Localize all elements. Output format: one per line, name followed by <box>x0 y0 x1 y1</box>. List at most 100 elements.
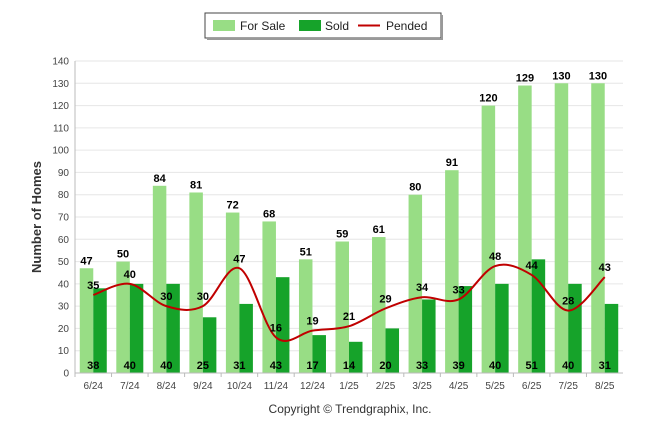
bar-sold-5-25 <box>495 283 509 373</box>
x-tick-label-11-24: 11/24 <box>264 381 289 392</box>
x-tick-label-1-25: 1/25 <box>339 381 359 392</box>
label-sold-12-24: 17 <box>306 360 318 372</box>
y-tick-label-20: 20 <box>58 324 70 335</box>
copyright-footer: Copyright © Trendgraphix, Inc. <box>269 402 432 416</box>
bar-for-sale-1-25 <box>335 241 349 373</box>
y-tick-label-110: 110 <box>53 123 69 134</box>
label-for-sale-6-24: 47 <box>80 255 92 267</box>
label-pended-9-24: 30 <box>197 291 209 303</box>
bar-for-sale-7-25 <box>554 83 569 374</box>
y-axis: 0 10 20 30 40 50 60 70 80 90 100 110 120 130 140 <box>52 57 76 380</box>
y-tick-label-120: 120 <box>52 101 69 112</box>
x-tick-label-5-25: 5/25 <box>485 381 505 392</box>
x-axis: 6/24 7/24 8/24 9/24 10/24 11/24 12/24 1/25 2/25 3… <box>74 372 623 392</box>
legend-label-sold: Sold <box>325 19 349 33</box>
bar-for-sale-6-24 <box>79 268 94 373</box>
y-tick-label-130: 130 <box>52 79 69 90</box>
label-sold-3-25: 33 <box>416 360 428 372</box>
bar-for-sale-9-24 <box>189 192 203 373</box>
label-pended-7-25: 28 <box>562 296 574 308</box>
x-tick-label-6-25: 6/25 <box>522 381 542 392</box>
label-for-sale-2-25: 61 <box>373 224 385 236</box>
bar-for-sale-8-25 <box>591 83 605 374</box>
label-for-sale-7-25: 130 <box>552 70 570 82</box>
label-pended-3-25: 34 <box>416 282 429 294</box>
legend-shadow <box>441 15 443 40</box>
bar-for-sale-5-25 <box>481 105 496 374</box>
label-sold-9-24: 25 <box>197 360 209 372</box>
label-sold-5-25: 40 <box>489 360 501 372</box>
label-sold-6-25: 51 <box>526 360 538 372</box>
y-tick-label-60: 60 <box>58 235 70 246</box>
bar-sold-9-24 <box>202 317 217 373</box>
bar-for-sale-12-24 <box>298 259 313 373</box>
label-sold-8-24: 40 <box>160 360 172 372</box>
label-sold-10-24: 31 <box>233 360 245 372</box>
label-for-sale-8-25: 130 <box>589 70 607 82</box>
bar-sold-12-24 <box>312 335 326 373</box>
label-for-sale-5-25: 120 <box>479 93 497 105</box>
bar-sold-7-24 <box>129 283 144 373</box>
label-for-sale-11-24: 68 <box>263 208 275 220</box>
data-labels: 47 50 84 81 72 68 51 59 61 80 91 120 129 130 130 38 40 40… <box>80 70 610 372</box>
label-sold-2-25: 20 <box>379 360 391 372</box>
bar-for-sale-3-25 <box>408 194 423 373</box>
y-tick-label-70: 70 <box>58 213 70 224</box>
bar-sold-6-25 <box>531 259 546 373</box>
x-tick-label-4-25: 4/25 <box>449 381 469 392</box>
label-pended-5-25: 48 <box>489 251 501 263</box>
y-tick-label-100: 100 <box>52 146 69 157</box>
pended-line <box>92 263 606 342</box>
label-for-sale-7-24: 50 <box>117 249 129 261</box>
pended-line-series <box>92 263 606 342</box>
y-tick-label-90: 90 <box>58 168 70 179</box>
x-tick-label-10-24: 10/24 <box>227 381 252 392</box>
legend-swatch-for-sale <box>213 20 235 31</box>
bar-for-sale-2-25 <box>372 237 386 373</box>
legend-swatch-sold <box>299 20 321 31</box>
label-for-sale-1-25: 59 <box>336 229 348 241</box>
label-pended-8-24: 30 <box>160 291 172 303</box>
bar-sold-1-25 <box>349 341 363 373</box>
legend-label-for-sale: For Sale <box>240 19 286 33</box>
bar-for-sale-11-24 <box>262 221 276 373</box>
x-tick-label-6-24: 6/24 <box>84 381 104 392</box>
label-pended-6-25: 44 <box>526 260 539 272</box>
bar-for-sale-6-25 <box>518 85 532 373</box>
label-sold-7-24: 40 <box>124 360 136 372</box>
label-pended-10-24: 47 <box>233 253 245 265</box>
label-sold-4-25: 39 <box>452 360 464 372</box>
label-sold-6-24: 38 <box>87 360 99 372</box>
x-tick-label-7-24: 7/24 <box>120 381 140 392</box>
bar-for-sale-4-25 <box>445 170 459 373</box>
x-tick-label-2-25: 2/25 <box>376 381 396 392</box>
legend-shadow-bottom <box>207 38 443 40</box>
label-sold-11-24: 43 <box>270 360 282 372</box>
label-sold-8-25: 31 <box>599 360 611 372</box>
label-pended-6-24: 35 <box>87 280 99 292</box>
y-axis-label: Number of Homes <box>29 161 44 273</box>
label-sold-1-25: 14 <box>343 360 356 372</box>
bar-sold-6-24 <box>93 288 107 373</box>
label-pended-1-25: 21 <box>343 311 355 323</box>
bar-sold-10-24 <box>239 303 253 373</box>
x-tick-label-7-25: 7/25 <box>558 381 578 392</box>
label-sold-7-25: 40 <box>562 360 574 372</box>
bar-series <box>79 83 619 374</box>
legend: For Sale Sold Pended <box>204 12 443 40</box>
label-for-sale-10-24: 72 <box>227 200 239 212</box>
x-tick-label-12-24: 12/24 <box>300 381 325 392</box>
label-for-sale-3-25: 80 <box>409 182 421 194</box>
label-for-sale-6-25: 129 <box>516 73 534 85</box>
bar-sold-3-25 <box>422 299 436 373</box>
label-pended-2-25: 29 <box>379 293 391 305</box>
label-for-sale-8-24: 84 <box>153 173 166 185</box>
bar-sold-4-25 <box>458 286 473 373</box>
y-tick-label-0: 0 <box>63 369 69 380</box>
y-tick-label-50: 50 <box>58 257 70 268</box>
x-tick-label-9-24: 9/24 <box>193 381 213 392</box>
x-tick-label-8-24: 8/24 <box>157 381 177 392</box>
label-pended-12-24: 19 <box>306 316 318 328</box>
y-tick-label-10: 10 <box>58 346 70 357</box>
